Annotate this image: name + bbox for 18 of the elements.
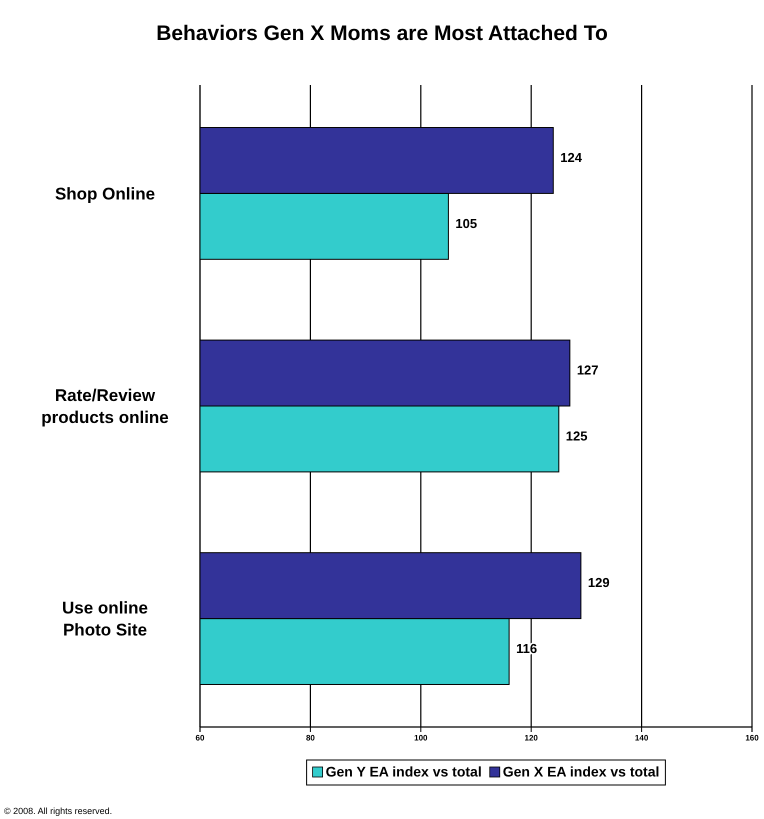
y-tick-label: Shop Online	[54, 184, 156, 204]
legend-label: Gen X EA index vs total	[502, 764, 660, 780]
x-tick-label: 100	[414, 734, 428, 743]
y-tick-label: Use online Photo Site	[62, 598, 148, 640]
y-tick-label: Rate/Review products online	[41, 386, 169, 427]
x-tick-label: 140	[634, 734, 649, 743]
x-tick-label: 160	[745, 734, 760, 743]
data-label: 129	[588, 575, 610, 590]
data-label: 125	[566, 428, 588, 444]
x-tick-label: 60	[196, 734, 205, 743]
chart-title: Behaviors Gen X Moms are Most Attached To	[156, 22, 608, 45]
x-tick-label: 80	[306, 734, 316, 743]
x-tick-label: 120	[524, 734, 538, 743]
legend-label: Gen Y EA index vs total	[326, 764, 482, 780]
data-label: 105	[455, 216, 478, 231]
data-label: 127	[576, 362, 599, 378]
text: © 2008. All rights reserved.	[4, 806, 112, 816]
data-label: 124	[560, 150, 583, 165]
